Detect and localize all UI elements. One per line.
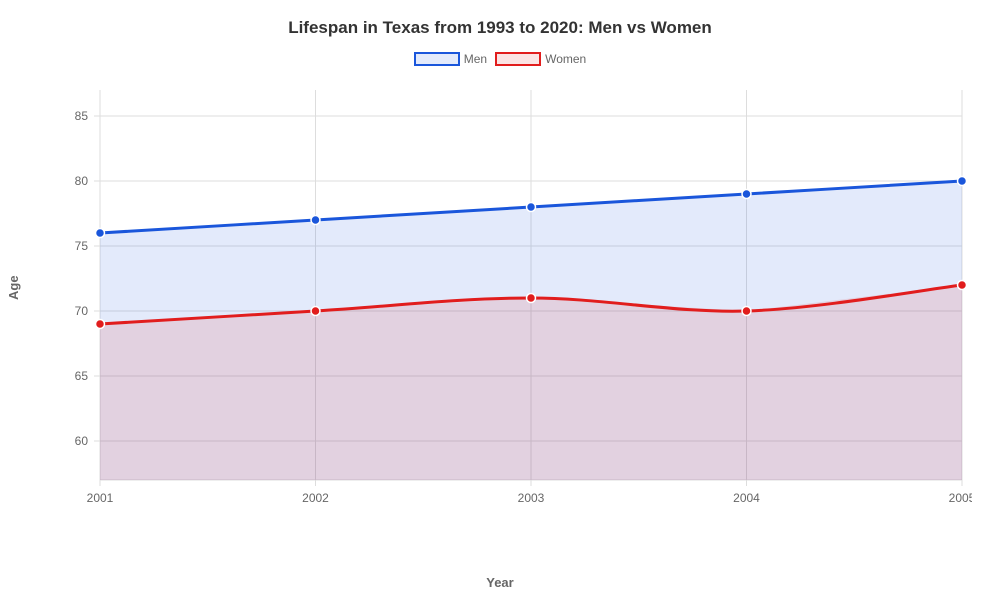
chart-svg: 60 65 70 75 80 85 2001 2002 2003 2004 2005 xyxy=(60,80,972,520)
legend-label-men: Men xyxy=(464,52,487,66)
svg-text:2001: 2001 xyxy=(87,491,114,505)
plot-area: 60 65 70 75 80 85 2001 2002 2003 2004 2005 xyxy=(60,80,972,520)
chart-title: Lifespan in Texas from 1993 to 2020: Men… xyxy=(0,18,1000,38)
legend-swatch-men xyxy=(414,52,460,66)
svg-text:85: 85 xyxy=(75,109,89,123)
legend-item-women[interactable]: Women xyxy=(495,52,586,66)
legend: Men Women xyxy=(0,52,1000,66)
svg-text:70: 70 xyxy=(75,304,89,318)
legend-swatch-women xyxy=(495,52,541,66)
legend-label-women: Women xyxy=(545,52,586,66)
svg-text:60: 60 xyxy=(75,434,89,448)
svg-text:2003: 2003 xyxy=(518,491,545,505)
y-axis-label: Age xyxy=(6,275,21,300)
legend-item-men[interactable]: Men xyxy=(414,52,487,66)
svg-text:75: 75 xyxy=(75,239,89,253)
svg-text:2002: 2002 xyxy=(302,491,329,505)
svg-text:65: 65 xyxy=(75,369,89,383)
svg-text:80: 80 xyxy=(75,174,89,188)
x-axis-label: Year xyxy=(0,575,1000,590)
svg-text:2004: 2004 xyxy=(733,491,760,505)
svg-text:2005: 2005 xyxy=(949,491,972,505)
